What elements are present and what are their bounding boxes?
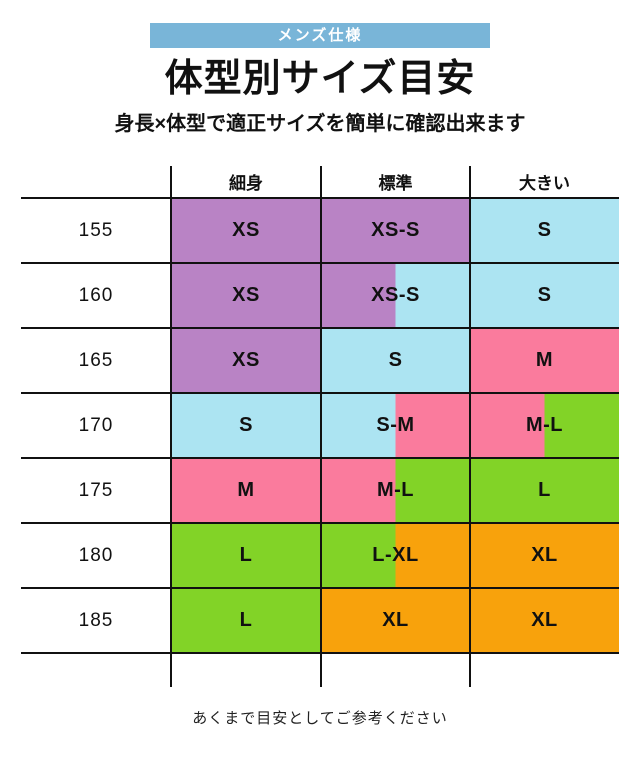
size-cell: M-L <box>321 459 470 522</box>
size-cell: L <box>470 459 619 522</box>
size-table: 細身 標準 大きい 155 XS XS-S S 160 XS XS-S S 165 XS S M 170… <box>21 166 619 687</box>
table-row: 170 S S-M M-L <box>21 394 619 459</box>
height-label: 175 <box>21 459 171 522</box>
table-row: 175 M M-L L <box>21 459 619 524</box>
height-label: 185 <box>21 589 171 652</box>
size-cell: XL <box>470 524 619 587</box>
size-cell: M <box>470 329 619 392</box>
table-row: 165 XS S M <box>21 329 619 394</box>
size-cell: L-XL <box>321 524 470 587</box>
column-divider <box>469 166 471 687</box>
column-header-large: 大きい <box>519 174 570 193</box>
size-cell: S <box>470 199 619 262</box>
size-cell: XL <box>321 589 470 652</box>
size-cell: M <box>171 459 321 522</box>
size-cell: XS <box>171 329 321 392</box>
height-label: 170 <box>21 394 171 457</box>
column-divider <box>170 166 172 687</box>
page-title: 体型別サイズ目安 <box>164 58 476 100</box>
size-cell: XS <box>171 264 321 327</box>
height-label: 165 <box>21 329 171 392</box>
size-cell: M-L <box>470 394 619 457</box>
page-subtitle: 身長×体型で適正サイズを簡単に確認出来ます <box>114 113 526 135</box>
size-cell: S-M <box>321 394 470 457</box>
size-cell: L <box>171 524 321 587</box>
size-cell: L <box>171 589 321 652</box>
size-cell: XS-S <box>321 264 470 327</box>
height-label: 180 <box>21 524 171 587</box>
size-cell: S <box>321 329 470 392</box>
size-cell: S <box>470 264 619 327</box>
size-cell: S <box>171 394 321 457</box>
mens-spec-badge: メンズ仕様 <box>150 23 490 48</box>
column-header-standard: 標準 <box>378 174 413 193</box>
column-divider <box>320 166 322 687</box>
column-header-slim: 細身 <box>229 174 263 193</box>
disclaimer-text: あくまで目安としてご参考ください <box>192 710 448 727</box>
size-cell: XS-S <box>321 199 470 262</box>
height-label: 155 <box>21 199 171 262</box>
size-cell: XS <box>171 199 321 262</box>
height-label: 160 <box>21 264 171 327</box>
corner-cell <box>21 166 171 197</box>
size-cell: XL <box>470 589 619 652</box>
